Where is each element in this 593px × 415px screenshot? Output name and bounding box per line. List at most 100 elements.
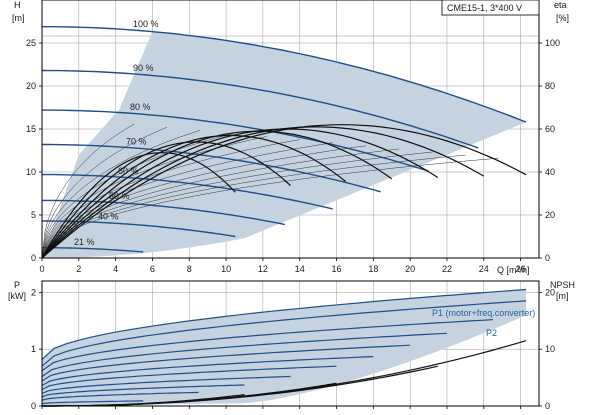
top-x-tick-label: 10 [221,264,231,274]
top-left-y-tick-label: 20 [26,81,36,91]
top-left-y-tick-label: 10 [26,167,36,177]
speed-curve-labels: 100 % 90 % 80 % 70 % 60 % 50 % 40 % 21 % [74,19,159,247]
bottom-operating-area-shape [42,289,527,406]
speed-curve-label: 50 % [109,191,130,201]
top-x-tick-label: 16 [332,264,342,274]
top-x-tick-label: 12 [258,264,268,274]
top-x-tick-label: 20 [405,264,415,274]
bottom-right-y-tick-label: 20 [545,287,555,297]
top-left-y-tick-label: 5 [31,210,36,220]
top-left-y-tick-label: 25 [26,38,36,48]
bottom-right-y-ticks: 0 10 20 [539,287,555,411]
power-npsh-panel: 0 1 2 0 10 20 P [kW] NPSH [m] P1 (motor+freq… [8,280,575,411]
top-left-y-tick-label: 15 [26,124,36,134]
efficiency-curve [41,141,291,259]
speed-curve-label: 21 % [74,237,95,247]
bottom-x-ticks [41,406,521,409]
top-right-axis-name: eta [554,0,567,10]
top-right-y-tick-label: 100 [545,38,560,48]
bottom-left-y-ticks: 0 1 2 [31,287,42,411]
speed-curve [42,247,144,253]
speed-curve [41,69,479,149]
speed-curve [42,199,286,226]
power-curve [41,384,245,398]
power-curve [41,332,448,377]
top-x-tick-label: 18 [368,264,378,274]
speed-curve [42,26,527,123]
top-operating-area-shape [42,31,527,258]
speed-curve-label: 90 % [133,63,154,73]
bottom-right-y-tick-label: 10 [545,344,555,354]
speed-curve-label: 40 % [98,211,119,221]
top-x-tick-label: 24 [479,264,489,274]
top-left-y-tick-label: 0 [31,253,36,263]
model-label-box [441,0,540,16]
head-guide-curve [41,148,400,259]
efficiency-curve [41,152,236,259]
series-label-p1: P1 (motor+freq.converter) [432,308,535,318]
top-x-tick-label: 14 [295,264,305,274]
top-left-axis-name: H [14,0,21,10]
top-x-tick-label: 8 [187,264,192,274]
bottom-operating-area [42,289,527,406]
speed-curve-label: 70 % [126,136,147,146]
head-guide-curve [41,154,466,259]
bottom-left-y-tick-label: 0 [31,401,36,411]
top-operating-area [42,31,527,258]
head-guide-curve [41,123,135,259]
power-curve [41,319,494,372]
top-x-tick-label: 4 [113,264,118,274]
efficiency-curves [41,124,527,259]
speed-curve [42,220,236,238]
top-x-ticks: 0 2 4 6 8 10 12 14 16 18 20 22 24 26 [39,258,526,274]
power-curve [41,400,144,405]
top-x-axis-label: Q [m³/h] [497,265,530,275]
head-guide-curve [41,151,433,259]
power-curve [41,356,374,387]
top-right-y-tick-label: 20 [545,210,555,220]
head-guide-curve [41,139,300,259]
top-right-y-tick-label: 0 [545,253,550,263]
head-guide-curve [41,126,168,259]
power-curve [41,344,411,382]
efficiency-curve [41,130,393,259]
top-left-y-ticks: 0 5 10 15 20 25 [26,38,42,263]
bottom-left-axis-unit: [kW] [8,291,26,301]
efficiency-curve [41,128,439,259]
head-guide-curve [41,157,499,259]
top-x-tick-label: 26 [516,264,526,274]
power-curves [41,288,527,405]
top-right-y-tick-label: 60 [545,124,555,134]
top-x-tick-label: 0 [39,264,44,274]
power-curve [41,391,199,401]
speed-curve [42,173,333,210]
head-guide-curve [41,142,333,259]
top-x-tick-label: 22 [442,264,452,274]
head-guide-curve [41,130,201,259]
top-right-y-tick-label: 80 [545,81,555,91]
bottom-left-y-tick-label: 1 [31,344,36,354]
bottom-left-axis-name: P [14,280,20,290]
top-x-tick-label: 2 [76,264,81,274]
efficiency-curve [41,124,527,259]
series-label-p2: P2 [486,328,497,338]
bottom-right-axis-name: NPSH [550,280,575,290]
power-curve [41,365,337,391]
top-left-axis-unit: [m] [12,13,25,23]
top-right-y-ticks: 0 20 40 60 80 100 [539,38,560,263]
top-right-y-tick-label: 40 [545,167,555,177]
speed-curve-label: 80 % [130,102,151,112]
speed-curve [42,143,381,193]
top-right-axis-unit: [%] [556,13,569,23]
speed-curve-label: 60 % [118,166,139,176]
power-curve [41,375,291,395]
efficiency-curve [41,134,347,259]
speed-curve [42,109,429,172]
bottom-left-y-tick-label: 2 [31,287,36,297]
speed-curves [41,26,527,259]
power-curve [41,288,527,360]
model-label: CME15-1, 3*400 V [447,3,522,13]
top-x-tick-label: 6 [150,264,155,274]
